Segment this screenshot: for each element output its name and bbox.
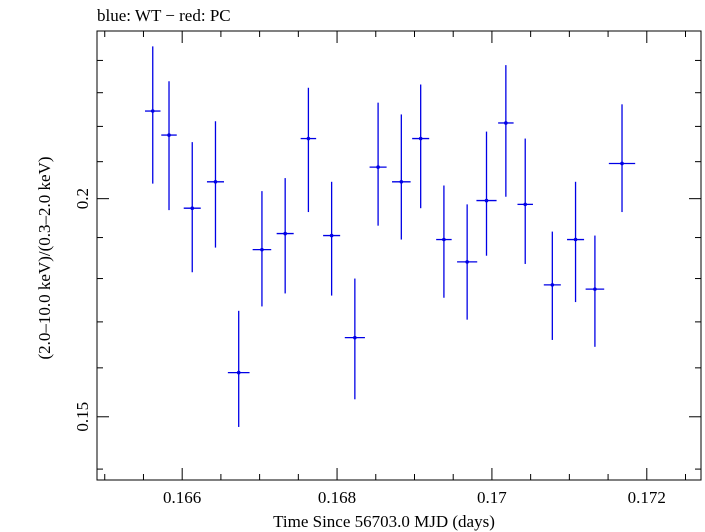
point-marker [442,237,446,242]
point-marker [150,109,155,113]
point-marker [418,136,423,141]
x-tick-labels: 0.166 0.168 0.17 0.172 [163,488,666,507]
point-marker [306,136,311,141]
point-marker [376,165,380,169]
data-point [161,81,177,211]
point-marker [353,335,357,340]
point-marker [523,202,528,207]
data-point [585,235,605,347]
data-point [457,204,478,320]
data-point [476,131,497,256]
x-tick-label: 0.172 [628,488,666,507]
data-point [145,46,161,184]
data-point [206,121,224,248]
point-marker [167,133,171,137]
data-point [369,102,387,226]
data-point [323,181,341,296]
x-tick-label: 0.168 [318,488,356,507]
data-point [436,185,452,298]
point-marker [236,370,241,375]
point-marker [283,231,287,236]
point-marker [465,260,469,264]
x-tick-label: 0.17 [477,488,507,507]
point-marker [620,161,624,166]
data-point [183,142,201,273]
data-point [276,178,294,294]
data-point [392,114,411,240]
data-point [608,104,636,213]
plot-frame [96,30,702,481]
data-point [517,138,533,264]
x-tick-label: 0.166 [163,488,201,507]
y-tick-label: 0.15 [73,402,92,432]
data-point [543,231,561,340]
data-point [412,84,430,209]
axis-ticks [97,31,701,480]
y-tick-label: 0.2 [73,188,92,209]
data-point [227,310,250,427]
point-marker [213,179,218,184]
point-marker [484,198,489,203]
point-marker [399,179,404,184]
y-tick-labels: 0.15 0.2 [73,188,92,432]
data-points [145,46,636,427]
data-point [498,65,514,197]
data-point [567,181,585,303]
y-axis-label: (2.0–10.0 keV)/(0.3–2.0 keV) [35,156,54,359]
point-marker [550,283,555,287]
point-marker [329,233,334,238]
data-point [344,278,365,400]
x-axis-label: Time Since 56703.0 MJD (days) [273,512,495,531]
point-marker [190,206,195,211]
point-marker [260,247,264,252]
point-marker [593,287,597,291]
data-point [300,87,317,213]
data-point [252,191,272,307]
chart-title: blue: WT − red: PC [97,6,231,25]
point-marker [504,121,508,125]
point-marker [573,237,578,242]
